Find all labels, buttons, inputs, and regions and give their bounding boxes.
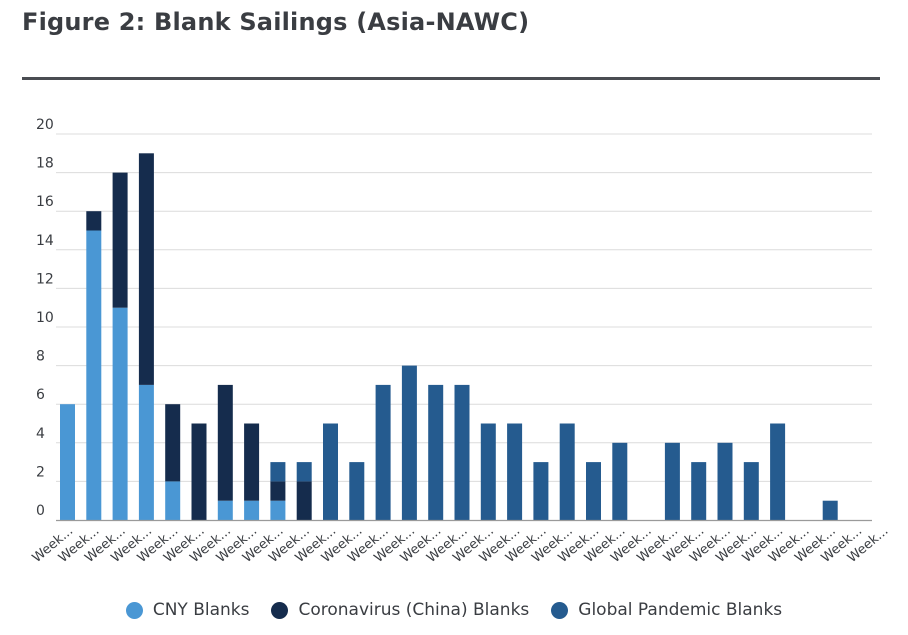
legend-label-coronavirus: Coronavirus (China) Blanks: [298, 600, 529, 620]
bar-segment-cny: [113, 308, 128, 520]
bar-segment-pandemic: [823, 501, 838, 520]
bar-segment-pandemic: [270, 462, 285, 481]
legend: CNY Blanks Coronavirus (China) Blanks Gl…: [0, 600, 908, 620]
bar-segment-coronavirus: [139, 153, 154, 385]
y-tick-label: 20: [36, 117, 54, 133]
bar-segment-pandemic: [428, 385, 443, 520]
legend-item-cny: CNY Blanks: [126, 600, 250, 620]
bar-segment-cny: [218, 501, 233, 520]
bar-segment-coronavirus: [165, 404, 180, 481]
bar-segment-pandemic: [376, 385, 391, 520]
bar-segment-pandemic: [455, 385, 470, 520]
y-tick-label: 4: [36, 426, 45, 442]
y-tick-label: 12: [36, 271, 54, 287]
bar-segment-pandemic: [481, 424, 496, 521]
legend-item-pandemic: Global Pandemic Blanks: [551, 600, 782, 620]
bar-segment-cny: [244, 501, 259, 520]
bar-segment-coronavirus: [297, 481, 312, 520]
bar-segment-pandemic: [691, 462, 706, 520]
y-tick-label: 2: [36, 464, 45, 480]
y-tick-label: 6: [36, 387, 45, 403]
legend-swatch-pandemic: [551, 602, 568, 619]
y-tick-label: 0: [36, 503, 45, 519]
y-tick-label: 18: [36, 156, 54, 172]
bar-segment-pandemic: [718, 443, 733, 520]
bar-segment-pandemic: [323, 424, 338, 521]
bar-segment-coronavirus: [113, 173, 128, 308]
y-tick-label: 14: [36, 233, 54, 249]
bar-segment-pandemic: [507, 424, 522, 521]
bar-segment-cny: [270, 501, 285, 520]
bar-segment-coronavirus: [218, 385, 233, 501]
bar-segment-pandemic: [770, 424, 785, 521]
bar-segment-pandemic: [297, 462, 312, 481]
bar-segment-pandemic: [586, 462, 601, 520]
y-tick-label: 16: [36, 194, 54, 210]
bar-segment-cny: [86, 231, 101, 521]
bar-segment-pandemic: [665, 443, 680, 520]
bar-segment-coronavirus: [86, 211, 101, 230]
y-tick-label: 10: [36, 310, 54, 326]
bar-segment-coronavirus: [270, 481, 285, 500]
legend-swatch-coronavirus: [271, 602, 288, 619]
bar-segment-coronavirus: [192, 424, 207, 521]
bar-segment-pandemic: [402, 366, 417, 520]
bar-segment-pandemic: [349, 462, 364, 520]
bar-segment-coronavirus: [244, 424, 259, 501]
bar-segment-cny: [165, 481, 180, 520]
legend-label-cny: CNY Blanks: [153, 600, 250, 620]
legend-item-coronavirus: Coronavirus (China) Blanks: [271, 600, 529, 620]
bar-segment-pandemic: [560, 424, 575, 521]
legend-label-pandemic: Global Pandemic Blanks: [578, 600, 782, 620]
bar-segment-cny: [60, 404, 75, 520]
bar-segment-pandemic: [533, 462, 548, 520]
bar-segment-pandemic: [744, 462, 759, 520]
legend-swatch-cny: [126, 602, 143, 619]
bar-segment-cny: [139, 385, 154, 520]
bar-segment-pandemic: [612, 443, 627, 520]
y-tick-label: 8: [36, 349, 45, 365]
bar-chart: 02468101214161820Week...Week...Week...We…: [0, 0, 908, 600]
